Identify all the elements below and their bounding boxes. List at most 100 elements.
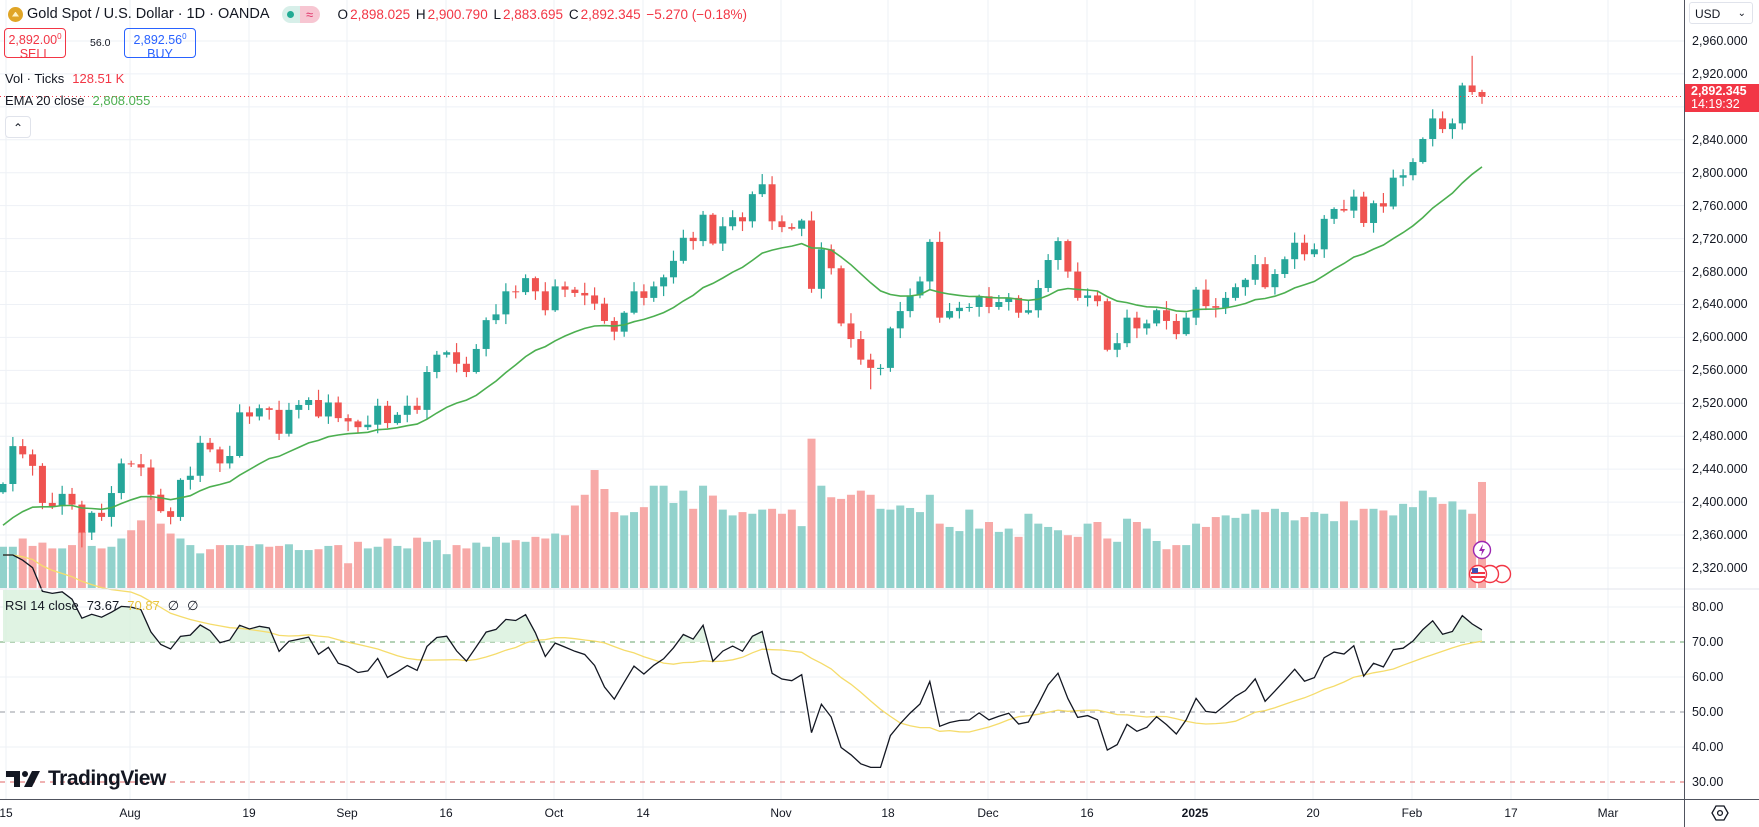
volume-bar [551,533,560,588]
time-label: Nov [770,806,792,820]
volume-legend[interactable]: Vol · Ticks 128.51 K [5,71,124,86]
time-label: Mar [1597,806,1619,820]
candle [1261,257,1269,289]
candle [1291,232,1299,269]
candle-body [255,408,263,417]
time-label: 19 [242,806,256,820]
candle-body [1458,85,1466,124]
ema-legend[interactable]: EMA 20 close 2,808.055 [5,93,150,108]
candle [946,303,954,320]
candle [157,488,165,513]
volume-bar [876,508,885,588]
volume-bar [649,485,658,588]
volume-bar [166,533,175,588]
volume-bar [1339,501,1348,588]
time-label: 16 [1080,806,1094,820]
volume-bar [1103,538,1112,588]
candle-body [305,400,313,405]
candle-body [88,512,96,533]
candle [285,402,293,437]
candle-body [167,511,175,517]
candle [581,282,589,306]
dividend-event-lightning-icon[interactable] [1472,540,1492,560]
candle-body [236,412,244,456]
volume-bar [925,494,934,588]
volume-bar [462,548,471,588]
rsi-empty-value-1: ∅ [167,598,180,613]
volume-bar [1054,530,1063,588]
candle-body [29,454,37,466]
candle-body [581,292,589,296]
collapse-legend-button[interactable]: ⌃ [5,116,31,138]
candle [1222,291,1230,315]
candle [127,460,135,468]
candle [443,350,451,358]
volume-bar [1221,515,1230,588]
candle-body [1261,264,1269,288]
candle-body [482,320,490,349]
price-tick-label: 2,520.000 [1692,396,1748,411]
volume-bar [659,485,668,588]
volume-bar [235,545,244,588]
volume-bar [975,528,984,588]
candle [1241,278,1249,296]
volume-bar [620,515,629,588]
time-label: Feb [1401,806,1423,820]
symbol-title[interactable]: Gold Spot / U.S. Dollar · 1D · OANDA [27,6,270,22]
currency-dropdown[interactable]: USD ⌄ [1689,2,1753,24]
volume-bar [1004,528,1013,588]
bar-countdown: 14:19:32 [1691,97,1740,111]
candle [1310,243,1318,258]
price-tick-label: 2,920.000 [1692,66,1748,81]
buy-button[interactable]: 2,892.560 BUY [124,28,196,61]
volume-bar [127,530,136,588]
candle [1133,311,1141,339]
current-price-tag: 2,892.345 14:19:32 [1685,84,1759,112]
chart-settings-icon[interactable] [1711,805,1729,821]
sell-button[interactable]: 2,892.000 SELL [4,28,66,62]
candle-body [423,372,431,410]
candle-body [778,221,786,228]
volume-bar [1162,549,1171,588]
volume-bar [639,507,648,588]
volume-bar [284,544,293,588]
volume-bar [137,520,146,588]
low-value: 2,883.695 [502,6,564,22]
candle [640,284,648,306]
candle-body [1301,242,1309,255]
market-status-badge[interactable]: ≈ [281,5,320,23]
candle-body [364,424,372,428]
candle [679,229,687,264]
tradingview-logo-icon [6,771,40,787]
ema-line [2,166,1483,526]
economic-event-flag-icons[interactable] [1468,564,1514,584]
rsi-legend[interactable]: RSI 14 close 73.67 70.87 ∅ ∅ [5,598,198,614]
candle-body [788,227,796,229]
volume-bar [1408,507,1417,588]
candle [354,419,362,434]
candle-body [107,493,115,517]
candle-body [1212,306,1220,308]
symbol-legend[interactable]: Gold Spot / U.S. Dollar · 1D · OANDA ≈ O… [8,4,749,24]
volume-bar [906,507,915,588]
candle [857,331,865,365]
candle [867,353,875,390]
candle-body [117,463,125,494]
volume-bar [768,508,777,588]
candle [630,282,638,315]
candle [374,398,382,434]
candle-body [1370,203,1378,223]
candle-body [522,278,530,293]
candle-body [768,184,776,222]
us-flag-icon [1468,564,1512,584]
candle [216,446,224,472]
tradingview-logo[interactable]: TradingView [6,767,166,791]
volume-bar [48,548,57,588]
candle [255,404,263,421]
sell-label: SELL [19,47,51,62]
rsi-tick-label: 30.00 [1692,775,1724,789]
candle [719,217,727,251]
candle [295,400,303,419]
volume-bar [1310,512,1319,588]
